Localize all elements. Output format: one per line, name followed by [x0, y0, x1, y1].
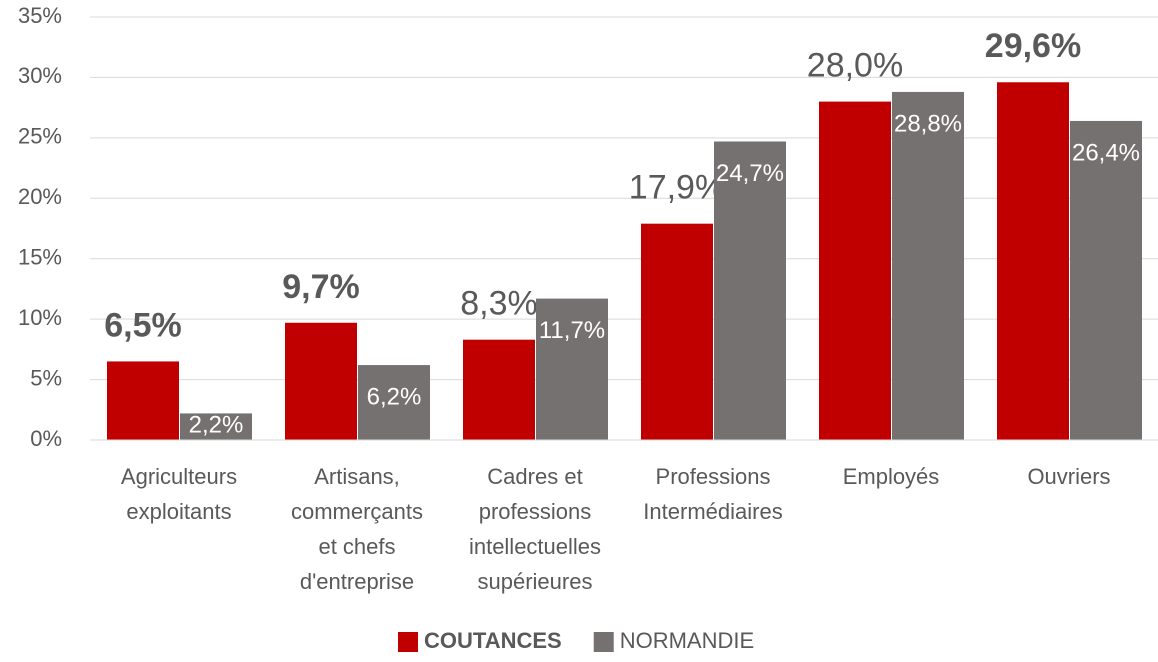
legend-label: COUTANCES [424, 628, 562, 653]
bar [819, 101, 891, 440]
data-label: 6,5% [104, 306, 182, 344]
x-tick-label: Employés [843, 464, 940, 489]
y-tick-label: 20% [18, 184, 62, 209]
x-tick-label: Professions Intermédiaires [643, 464, 782, 524]
data-label: 8,3% [460, 285, 538, 323]
bar [180, 413, 252, 440]
x-tick-label: Artisans, commerçants et chefs d'entreprise [291, 464, 423, 594]
x-tick-label: Agriculteurs exploitants [121, 464, 237, 524]
y-tick-label: 5% [30, 365, 62, 390]
data-label: 24,7% [716, 160, 784, 187]
bar [107, 361, 179, 440]
y-tick-label: 25% [18, 124, 62, 149]
y-tick-label: 30% [18, 63, 62, 88]
legend-swatch [398, 632, 418, 652]
data-label: 29,6% [985, 27, 1081, 65]
bar [358, 365, 430, 440]
y-tick-label: 35% [18, 3, 62, 28]
bar [714, 141, 786, 441]
data-label: 9,7% [282, 268, 360, 306]
bar [997, 82, 1069, 441]
bar [892, 91, 964, 440]
x-tick-label: Ouvriers [1027, 464, 1110, 489]
data-label: 11,7% [539, 317, 605, 344]
y-tick-label: 10% [18, 305, 62, 330]
bar [641, 223, 713, 440]
bar [536, 298, 608, 440]
bar [1070, 120, 1142, 441]
y-tick-label: 15% [18, 245, 62, 270]
legend-swatch [593, 632, 614, 652]
y-tick-label: 0% [30, 426, 62, 451]
data-label: 26,4% [1072, 139, 1140, 166]
data-label: 17,9% [629, 169, 725, 207]
data-label: 6,2% [367, 383, 422, 410]
x-tick-label: Cadres et professions intellectuelles supér… [469, 464, 601, 594]
legend-label: NORMANDIE [620, 628, 754, 653]
data-label: 28,0% [807, 47, 903, 85]
data-label: 2,2% [189, 411, 244, 438]
bar [285, 322, 357, 440]
data-label: 28,8% [894, 110, 962, 137]
bar [463, 339, 535, 440]
